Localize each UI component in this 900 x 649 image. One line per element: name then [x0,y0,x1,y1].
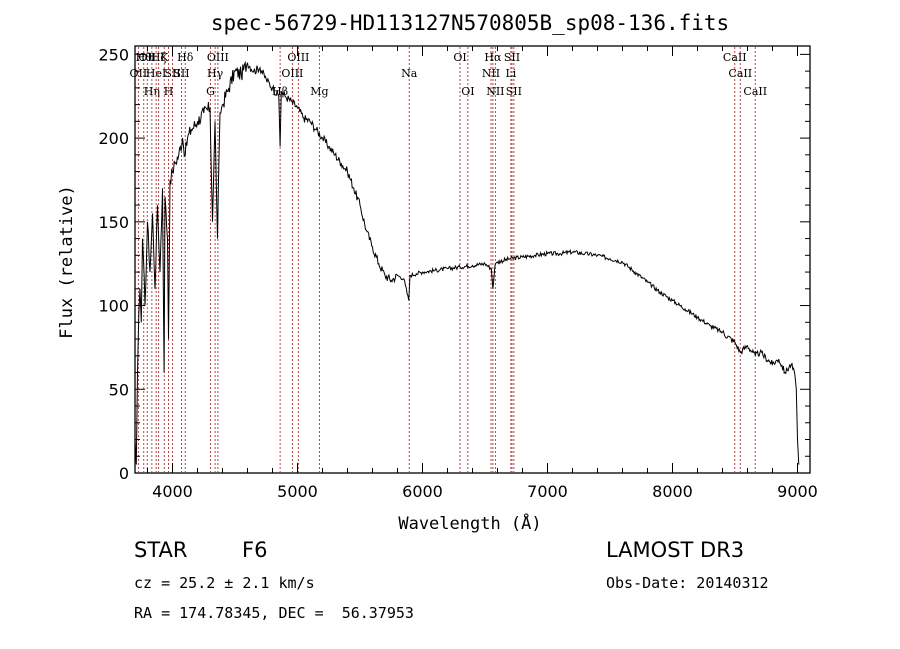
survey-name: LAMOST DR3 [606,538,745,562]
line-label: H [164,85,174,98]
line-label: Hη [144,85,160,98]
line-label: OIII [207,51,229,64]
y-tick-label: 200 [98,129,129,148]
line-label: SII [173,67,189,80]
x-tick-label: 9000 [777,482,818,501]
object-class: STAR [134,538,188,562]
redshift-text: cz = 25.2 ± 2.1 km/s [134,574,315,592]
line-label: OIII [287,51,309,64]
line-label: Hα [484,51,502,64]
line-label: Hζ [151,51,167,64]
line-label: OII [138,51,156,64]
obs-date: Obs-Date: 20140312 [606,574,769,592]
line-label: Hβ [272,85,288,98]
spectral-subclass: F6 [242,538,268,562]
line-label: OIII [281,67,303,80]
x-axis-label: Wavelength (Å) [398,512,541,534]
y-tick-label: 100 [98,297,129,316]
chart-title: spec-56729-HD113127N570805B_sp08-136.fit… [211,11,729,35]
line-label: Hγ [207,67,224,80]
line-label: Hδ [177,51,194,64]
y-axis-label: Flux (relative) [57,185,77,339]
line-label: CaII [743,85,767,98]
x-tick-label: 7000 [527,482,568,501]
x-tick-label: 4000 [152,482,193,501]
coordinates: RA = 174.78345, DEC = 56.37953 [134,604,414,622]
line-label: OII [130,67,148,80]
line-label: SII [504,51,520,64]
line-label: Na [401,67,418,80]
line-label: NII [486,85,504,98]
spectrum-line [134,60,800,465]
y-tick-label: 50 [109,380,129,399]
y-tick-label: 250 [98,45,129,64]
line-label: K [160,51,169,64]
line-label: CaII [728,67,752,80]
x-tick-label: 8000 [652,482,693,501]
line-label: NII [482,67,500,80]
line-label: SII [506,85,522,98]
line-label: OI [453,51,466,64]
line-label: Mg [310,85,328,98]
line-label: OI [461,85,474,98]
line-label: G [206,85,215,98]
x-tick-label: 5000 [277,482,318,501]
line-label: Li [505,67,516,80]
y-tick-label: 0 [119,464,129,483]
y-tick-label: 150 [98,213,129,232]
x-tick-label: 6000 [402,482,443,501]
plot-frame [134,45,811,474]
line-label: SII [164,67,180,80]
line-label: HeI [146,67,166,80]
line-label: CaII [723,51,747,64]
line-label: Hθ [136,51,153,64]
